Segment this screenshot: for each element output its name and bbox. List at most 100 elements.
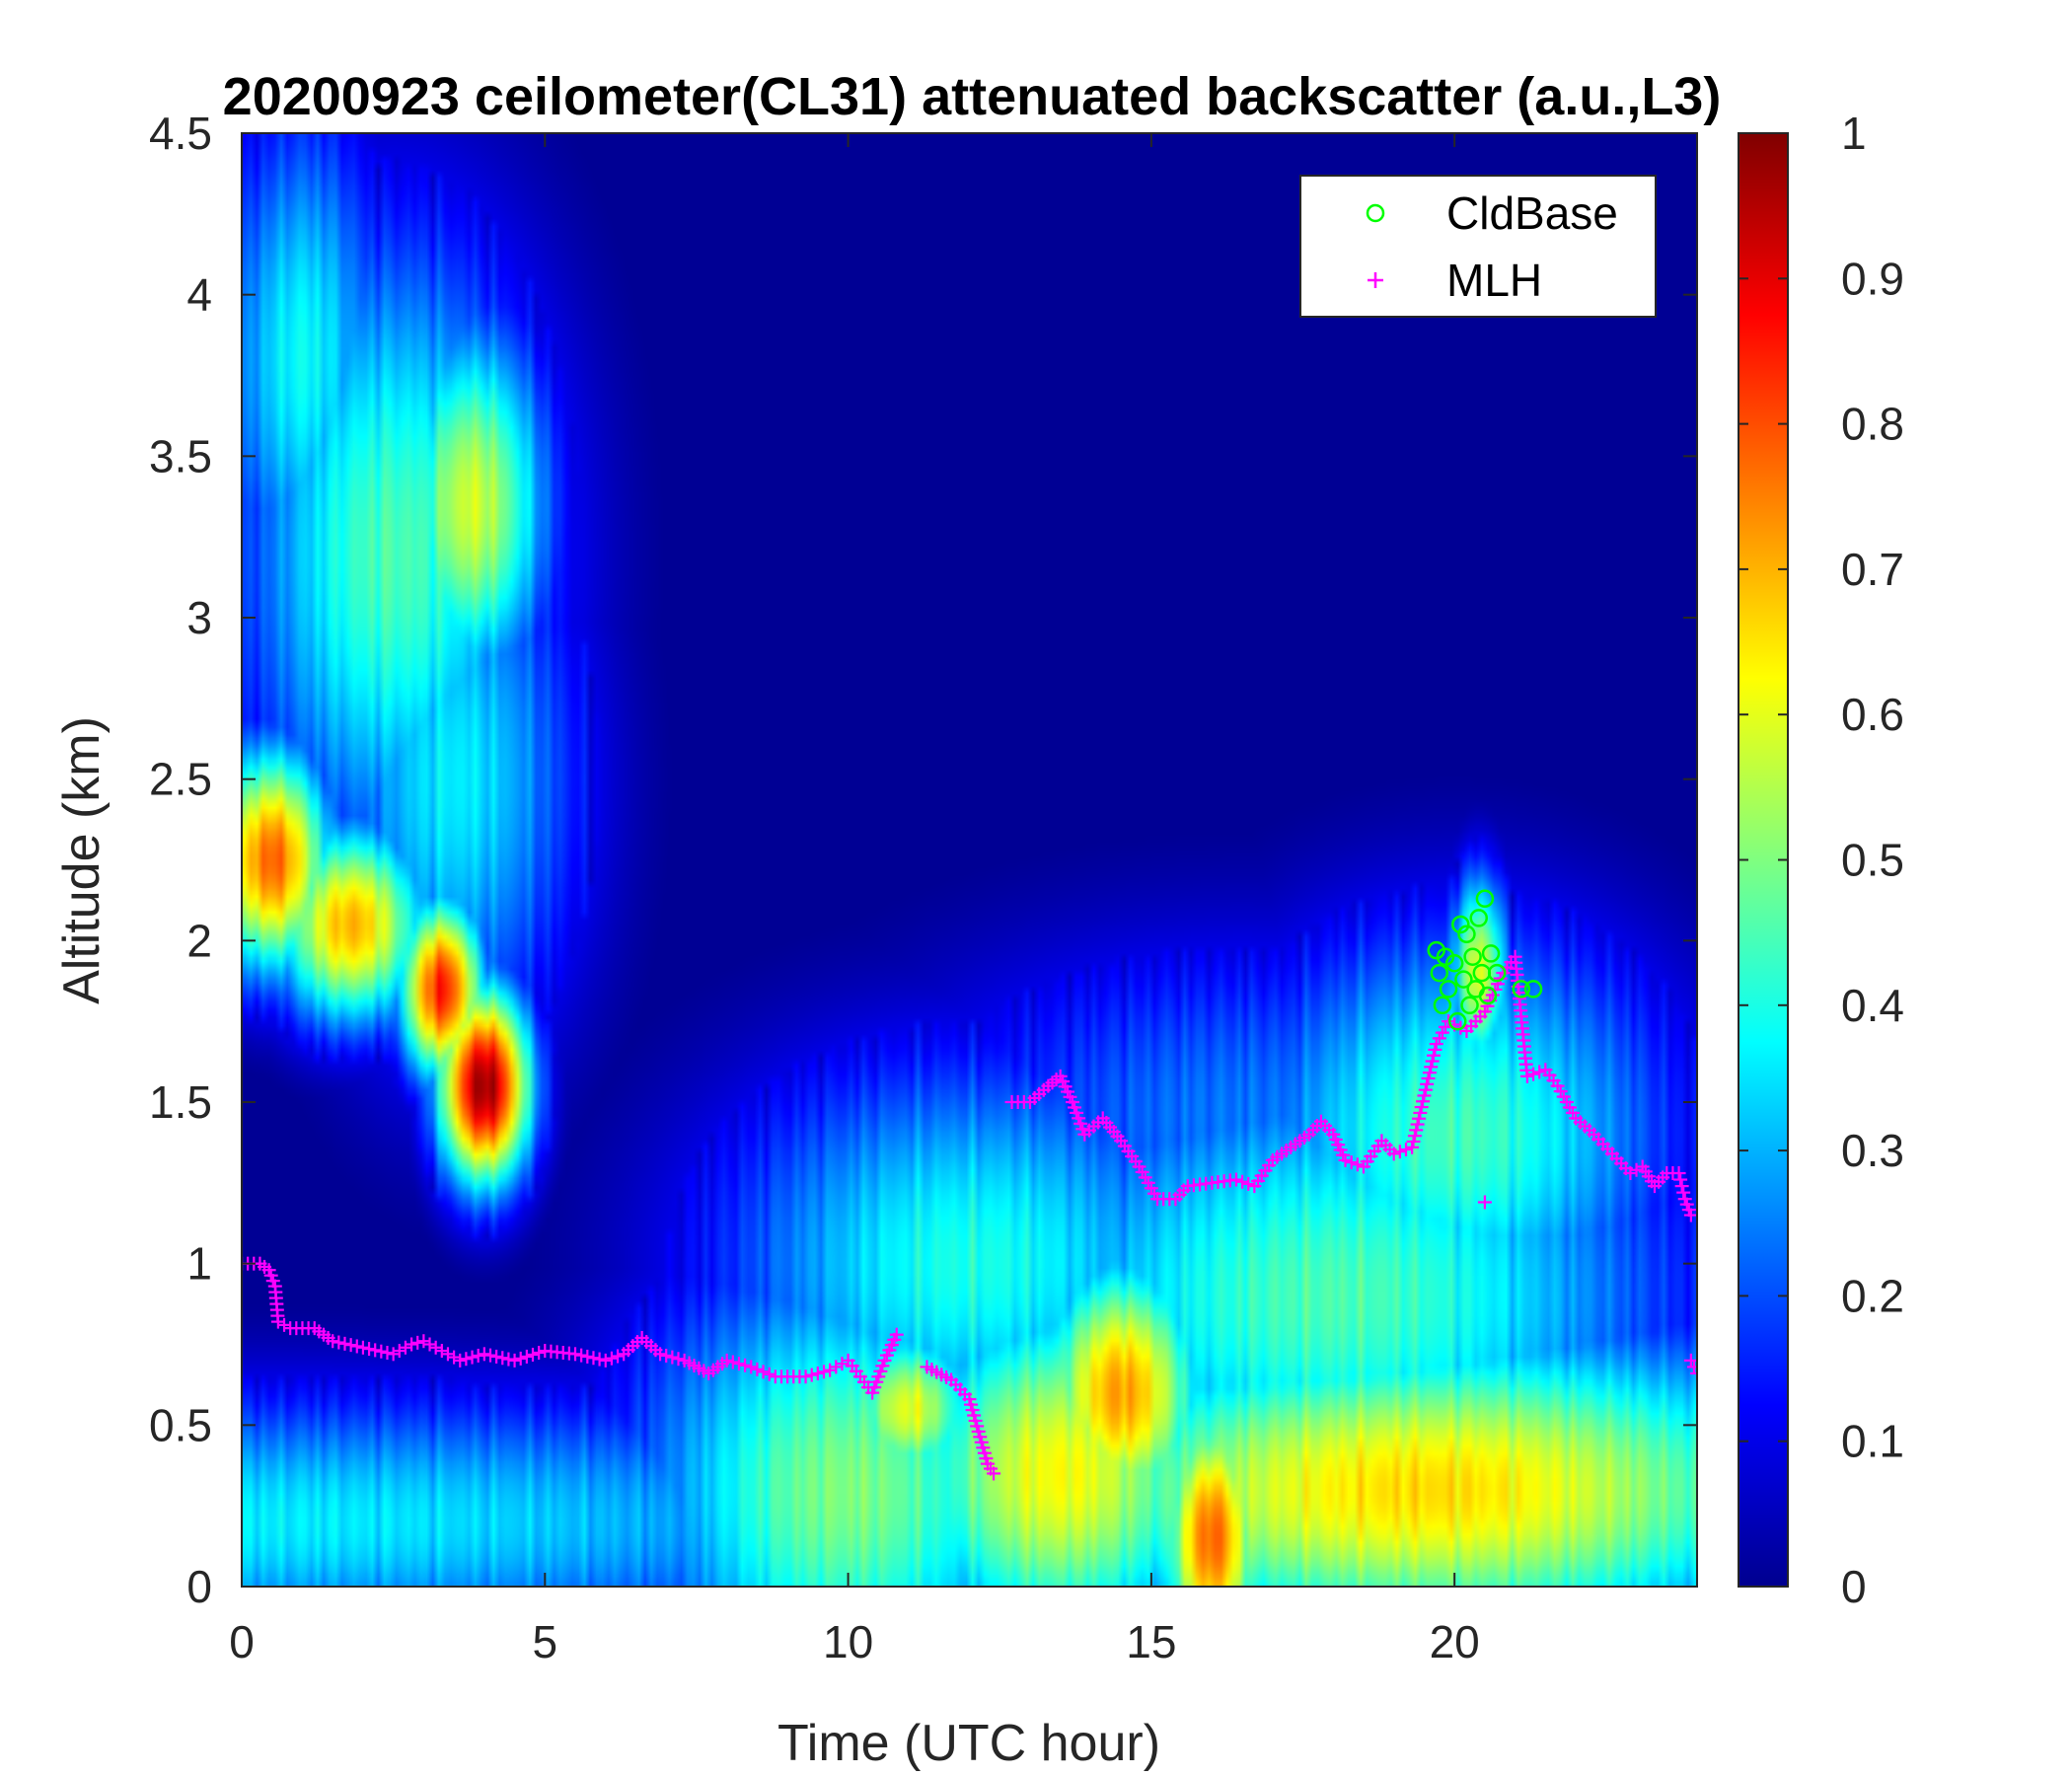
cldbase-point [1475,889,1495,909]
mlh-point [519,1349,534,1364]
mlh-point [1690,1366,1697,1380]
cldbase-point [1433,996,1452,1015]
mlh-point [465,1350,480,1365]
mlh-point [1406,1135,1421,1149]
y-tick-label: 4 [186,269,212,321]
mlh-point [987,1466,1001,1481]
colorbar-tick-label: 0 [1841,1561,1867,1612]
cldbase-point [1436,947,1455,966]
y-tick-label: 0 [186,1561,212,1612]
colorbar-tick-label: 0.3 [1841,1125,1904,1176]
cldbase-point [1451,915,1470,934]
mlh-point [1350,1157,1365,1172]
x-tick-label: 20 [1430,1616,1480,1667]
y-tick-label: 3 [186,592,212,643]
mlh-point [332,1335,346,1350]
cldbase-point [1430,963,1449,983]
mlh-point [604,1351,619,1366]
mlh-point [1235,1174,1250,1189]
mlh-point [362,1342,377,1357]
mlh-point [326,1334,340,1349]
mlh-point [349,1339,364,1354]
colorbar-tick-label: 0.5 [1841,835,1904,886]
mlh-point [762,1367,777,1381]
cldbase-point [1463,947,1482,966]
cldbase-point [1444,953,1464,973]
mlh-point [1683,1353,1697,1368]
mlh-point [1414,1100,1429,1115]
colorbar-tick-label: 0.7 [1841,544,1904,595]
mlh-point [823,1363,838,1377]
mlh-point [343,1338,358,1353]
mlh-point [1421,1071,1436,1085]
y-tick-label: 2.5 [149,754,212,805]
mlh-point [1532,1065,1547,1079]
mlh-point [526,1347,540,1362]
mlh-point [1676,1185,1691,1200]
mlh-point [671,1352,686,1367]
cldbase-point [1481,944,1501,963]
mlh-point [1420,1076,1435,1091]
mlh-point [1673,1172,1688,1187]
mlh-point [1411,1111,1426,1126]
mlh-point [277,1317,292,1332]
x-axis: 0 5 10 15 20 [229,133,1480,1667]
legend: CldBase MLH [1299,175,1657,318]
cldbase-point [1454,970,1473,989]
legend-cldbase-marker [1366,203,1385,223]
mlh-point [586,1351,601,1366]
cldbase-point [1447,1011,1467,1031]
mlh-point [386,1347,401,1362]
mlh-point [440,1347,455,1362]
mlh-point [1674,1179,1689,1194]
mlh-point [1338,1152,1353,1167]
cldbase-point [1523,980,1543,999]
mlh-point [434,1344,449,1359]
colorbar-ticks: 0 0.1 0.2 0.3 0.4 0.5 0.6 0.7 0.8 0.9 1 [1739,108,1904,1612]
colorbar-tick-label: 0.9 [1841,253,1904,304]
mlh-point [355,1340,370,1355]
chart-title: 20200923 ceilometer(CL31) attenuated bac… [223,67,1722,126]
mlh-point [482,1348,497,1363]
mlh-point [1428,1042,1443,1057]
heatmap-image [242,133,1697,1587]
mlh-point [507,1353,522,1368]
mlh-point [489,1349,504,1364]
mlh-point [368,1343,383,1358]
mlh-point [659,1348,674,1363]
y-tick-label: 1 [186,1238,212,1290]
mlh-point [501,1352,516,1367]
cldbase-point [1512,980,1531,999]
y-tick-label: 1.5 [149,1076,212,1128]
mlh-point [574,1348,589,1363]
mlh-point [1407,1129,1422,1144]
mlh-point [719,1353,734,1368]
mlh-point [756,1365,771,1379]
mlh-point [1417,1088,1432,1103]
legend-cldbase-label: CldBase [1446,187,1618,239]
mlh-point [1623,1166,1638,1181]
cldbase-point [1469,909,1488,927]
x-tick-label: 0 [229,1616,255,1667]
mlh-point [1418,1082,1433,1097]
cldbase-point [1427,940,1445,960]
mlh-point [731,1357,746,1371]
cldbase-point [1457,925,1476,944]
mlh-point [817,1365,831,1379]
mlh-point [1392,1145,1407,1159]
y-tick-label: 2 [186,915,212,966]
mlh-point [1425,1054,1440,1069]
mlh-point [1519,1069,1534,1083]
cldbase-point [1439,980,1458,999]
plot-frame [241,132,1698,1588]
colorbar-tick-label: 0.1 [1841,1416,1904,1467]
mlh-point [1386,1147,1401,1161]
mlh-point [665,1350,680,1365]
mlh-point [1686,1360,1697,1374]
mlh-point [1671,1166,1686,1181]
mlh-point [447,1350,462,1365]
y-tick-label: 4.5 [149,108,212,159]
y-axis-label: Altitude (km) [53,716,111,1004]
mlh-point [1344,1155,1359,1170]
